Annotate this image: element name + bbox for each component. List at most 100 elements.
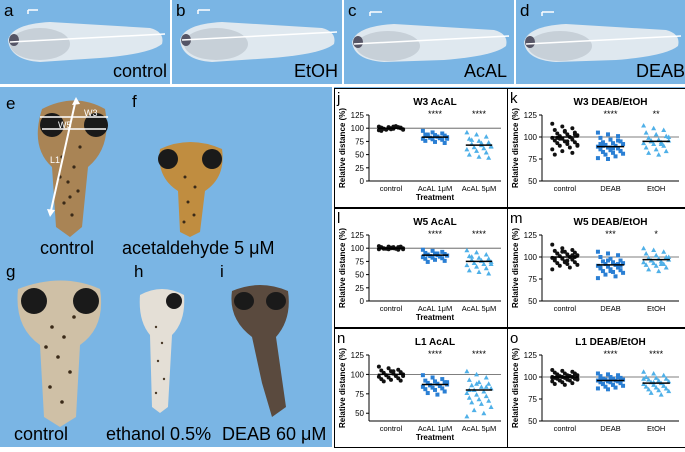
data-point bbox=[618, 149, 623, 154]
data-point bbox=[643, 250, 649, 256]
data-point bbox=[598, 376, 603, 381]
data-point bbox=[476, 269, 482, 274]
chart-panel-o: o L1 DEAB/EtOH 50 75 100 125 Relative distance… bbox=[507, 328, 685, 448]
data-point bbox=[656, 378, 662, 383]
significance-label: **** bbox=[472, 229, 487, 239]
data-point bbox=[420, 247, 425, 252]
y-axis-label: Relative distance (%) bbox=[511, 108, 520, 188]
y-tick-label: 50 bbox=[528, 417, 537, 426]
data-point bbox=[616, 379, 621, 384]
data-point bbox=[469, 399, 475, 405]
data-point bbox=[663, 376, 669, 381]
x-tick-label: AcAL 1μM bbox=[418, 304, 452, 313]
y-tick-label: 75 bbox=[355, 137, 364, 146]
chart-svg: o L1 DEAB/EtOH 50 75 100 125 Relative distance… bbox=[510, 330, 679, 433]
data-point bbox=[550, 367, 555, 372]
data-point bbox=[464, 247, 470, 253]
data-point bbox=[595, 130, 600, 135]
data-point bbox=[478, 401, 484, 406]
panel-letter: a bbox=[4, 1, 14, 20]
data-point bbox=[595, 249, 600, 254]
data-point bbox=[420, 128, 425, 133]
data-point bbox=[445, 380, 450, 385]
y-tick-label: 0 bbox=[360, 177, 365, 186]
data-point bbox=[466, 152, 472, 157]
data-point bbox=[478, 140, 484, 145]
data-point bbox=[435, 392, 440, 397]
data-point bbox=[621, 151, 626, 156]
data-point bbox=[562, 382, 567, 387]
data-point bbox=[420, 384, 425, 389]
data-point bbox=[651, 370, 657, 376]
data-point bbox=[560, 256, 565, 261]
data-point bbox=[605, 258, 610, 263]
data-point bbox=[386, 366, 391, 371]
data-point bbox=[600, 382, 605, 387]
data-point bbox=[618, 139, 623, 144]
data-point bbox=[474, 381, 480, 386]
panel-caption: DEAB 60 μM bbox=[222, 424, 327, 444]
data-point bbox=[656, 137, 662, 142]
data-point bbox=[570, 381, 575, 386]
x-axis-label: Treatment bbox=[416, 193, 455, 202]
data-point bbox=[600, 269, 605, 274]
x-tick-label: AcAL 5μM bbox=[462, 304, 496, 313]
chart-svg: l W5 AcAL 0 25 50 75 100 125 Relative distance (… bbox=[337, 210, 501, 322]
data-point bbox=[464, 390, 470, 396]
data-point bbox=[437, 384, 442, 389]
chart-title: W5 DEAB/EtOH bbox=[574, 217, 648, 228]
data-point bbox=[658, 392, 664, 397]
data-point bbox=[466, 377, 472, 382]
data-point bbox=[608, 148, 613, 153]
significance-label: ** bbox=[653, 109, 661, 119]
panel-letter: j bbox=[336, 90, 340, 107]
data-point bbox=[428, 254, 433, 259]
data-point bbox=[466, 395, 472, 400]
y-tick-label: 75 bbox=[355, 257, 364, 266]
data-point bbox=[611, 141, 616, 146]
data-point bbox=[653, 385, 659, 390]
data-point bbox=[603, 384, 608, 389]
data-point bbox=[646, 150, 652, 155]
data-point bbox=[608, 137, 613, 142]
data-point bbox=[611, 260, 616, 265]
l1-marker: L1 bbox=[50, 155, 61, 165]
w5-marker: W5 bbox=[58, 120, 72, 130]
data-point bbox=[464, 262, 470, 268]
data-point bbox=[598, 147, 603, 152]
data-point bbox=[555, 373, 560, 378]
significance-label: **** bbox=[472, 349, 487, 359]
data-point bbox=[420, 373, 425, 378]
data-point bbox=[603, 262, 608, 267]
data-point bbox=[663, 148, 669, 154]
data-point bbox=[641, 376, 647, 381]
data-point bbox=[466, 267, 472, 273]
panel-c: c AcAL bbox=[344, 0, 514, 84]
data-point bbox=[481, 410, 487, 416]
data-point bbox=[651, 260, 657, 266]
significance-label: **** bbox=[428, 229, 443, 239]
data-point bbox=[430, 375, 435, 380]
data-point bbox=[486, 139, 492, 145]
data-point bbox=[440, 131, 445, 136]
data-point bbox=[653, 146, 659, 152]
panel-letter: n bbox=[337, 330, 345, 347]
x-tick-label: AcAL 1μM bbox=[418, 424, 452, 433]
data-point bbox=[440, 137, 445, 142]
x-tick-label: control bbox=[380, 424, 403, 433]
data-point bbox=[653, 131, 659, 137]
data-point bbox=[550, 147, 555, 152]
y-tick-label: 50 bbox=[355, 151, 364, 160]
data-point bbox=[643, 374, 649, 379]
data-point bbox=[621, 142, 626, 147]
x-tick-label: control bbox=[554, 184, 577, 193]
data-point bbox=[474, 148, 480, 153]
data-point bbox=[425, 391, 430, 396]
data-point bbox=[565, 139, 570, 144]
data-point bbox=[658, 258, 664, 264]
data-point bbox=[595, 276, 600, 281]
data-point bbox=[600, 259, 605, 264]
data-point bbox=[661, 383, 667, 388]
w3-marker: W3 bbox=[84, 108, 98, 118]
data-point bbox=[605, 145, 610, 150]
